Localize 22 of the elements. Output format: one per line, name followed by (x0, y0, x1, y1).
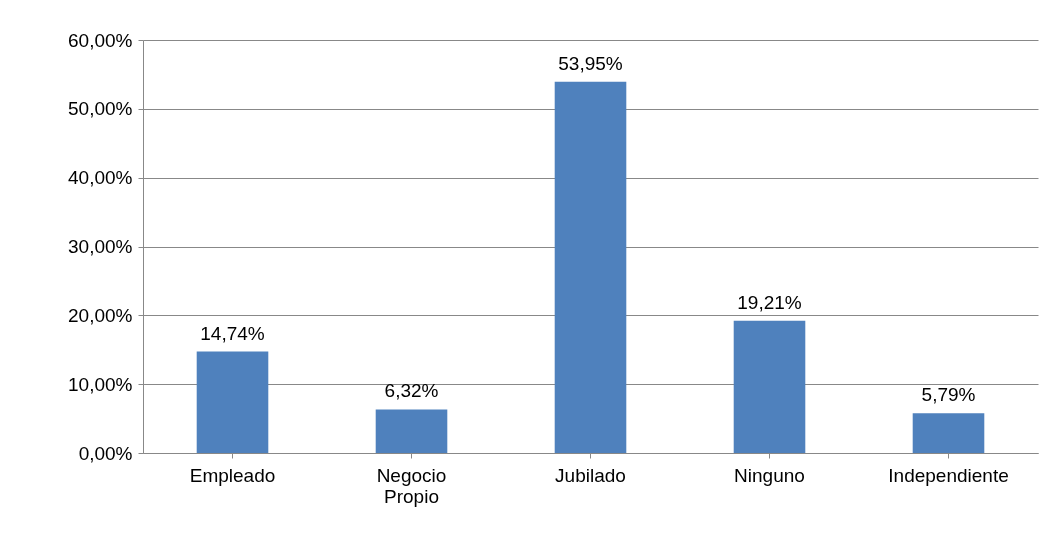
bar (375, 409, 448, 453)
bar (733, 320, 806, 453)
bar (196, 351, 269, 453)
data-label: 19,21% (737, 291, 802, 313)
data-label: 14,74% (200, 322, 265, 344)
x-tick-label: Negocio Propio (376, 464, 447, 507)
x-tick-label: Empleado (189, 464, 276, 486)
data-label: 53,95% (558, 52, 623, 74)
data-label: 6,32% (384, 380, 439, 402)
y-tick-label: 30,00% (68, 236, 133, 257)
x-tick-label: Independiente (888, 464, 1009, 486)
x-tick-label: Ninguno (734, 464, 805, 486)
bar (912, 413, 985, 453)
x-tick-label: Jubilado (555, 464, 626, 486)
y-tick-label: 40,00% (68, 167, 133, 189)
y-tick-label: 0,00% (78, 442, 133, 464)
bar (554, 81, 627, 453)
y-tick-label: 20,00% (68, 304, 133, 326)
y-tick-label: 10,00% (68, 373, 133, 395)
data-label: 5,79% (921, 384, 976, 406)
y-tick-label: 60,00% (68, 29, 133, 51)
y-tick-label: 50,00% (68, 98, 133, 120)
